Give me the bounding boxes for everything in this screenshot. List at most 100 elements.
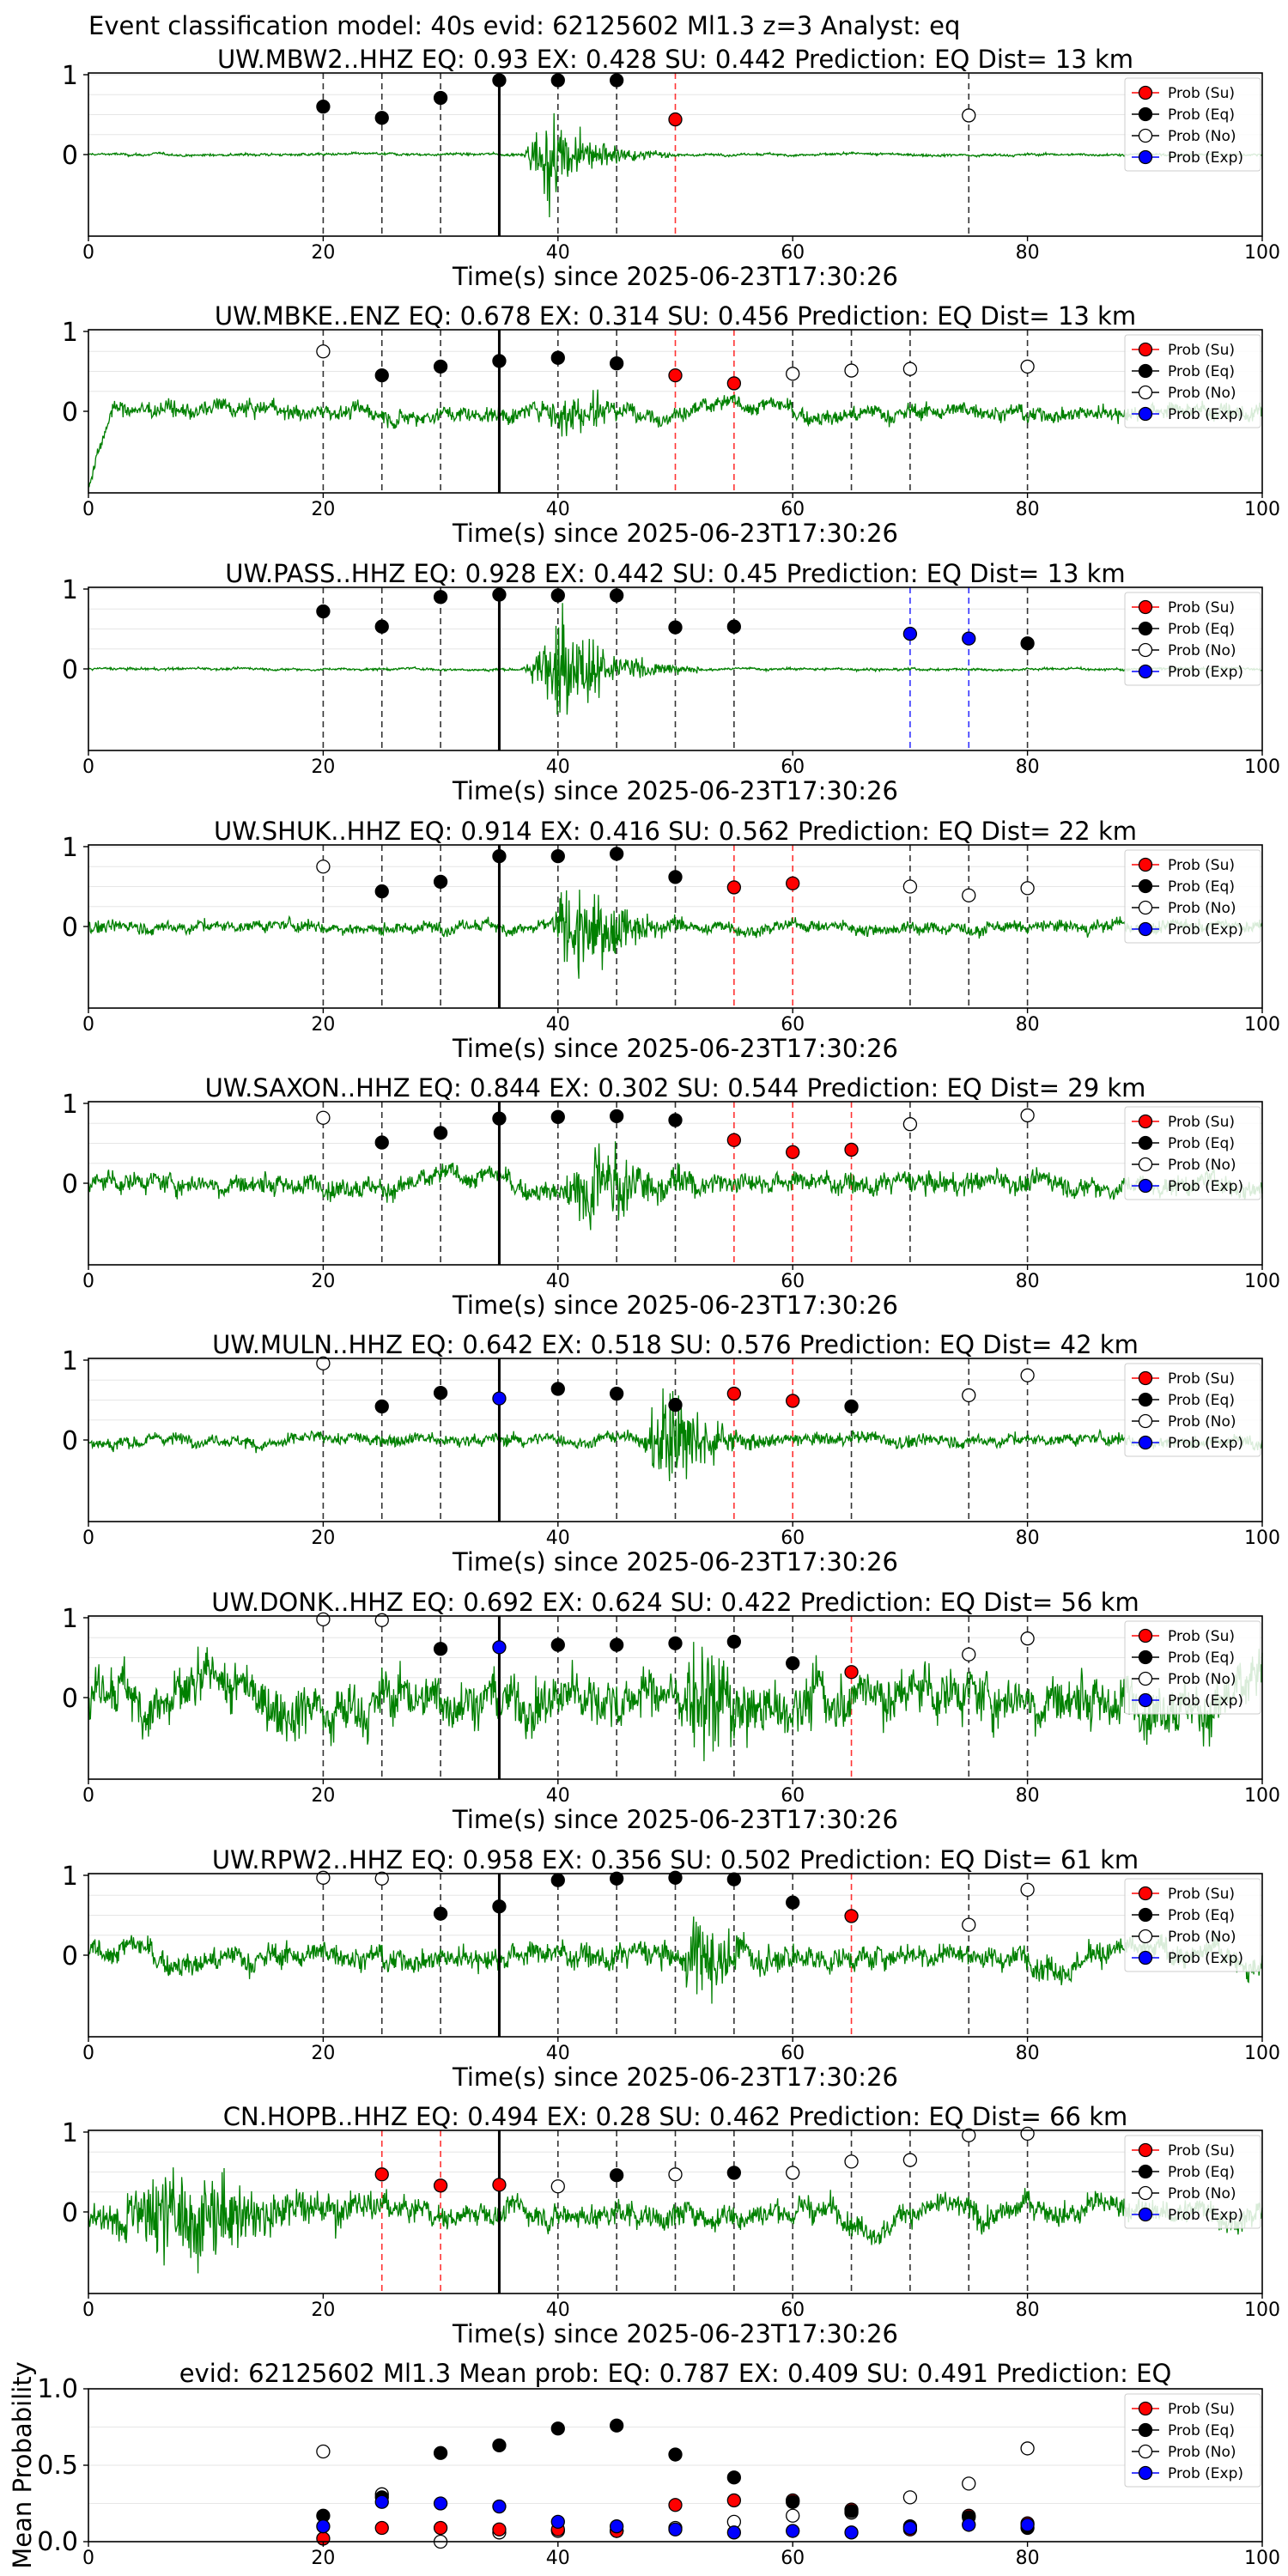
prob-point-su [844, 1665, 859, 1680]
prob-point-su [726, 1386, 741, 1401]
prob-point-no [844, 363, 859, 378]
legend-box [1124, 1620, 1261, 1715]
y-tick-label: 0 [62, 655, 78, 685]
prob-point-no [786, 367, 800, 381]
prob-point-eq [786, 1656, 800, 1671]
prob-point-eq [786, 1895, 800, 1910]
subplot-title: CN.HOPB..HHZ EQ: 0.494 EX: 0.28 SU: 0.46… [223, 2102, 1128, 2131]
prob-point-no [1020, 1368, 1035, 1382]
y-tick-label: 0 [62, 398, 78, 428]
prob-point-no [786, 2166, 800, 2180]
x-tick-label: 40 [546, 1014, 570, 1036]
x-tick-label: 60 [781, 2300, 805, 2321]
prob-point-eq [492, 1111, 507, 1126]
mean-prob-point-eq [786, 2494, 800, 2509]
prob-point-eq [610, 1637, 624, 1652]
legend-marker-su [1138, 1628, 1153, 1643]
prob-point-no [1020, 1882, 1035, 1897]
y-tick-label: 0.0 [37, 2527, 78, 2557]
mean-prob-point-su [668, 2498, 683, 2512]
x-tick-label: 40 [546, 2300, 570, 2321]
legend-label: Prob (Su) [1168, 2142, 1235, 2160]
legend-marker-exp [1138, 1435, 1153, 1450]
prob-point-eq [492, 1899, 507, 1914]
x-tick-label: 40 [546, 1271, 570, 1292]
legend-marker-no [1138, 900, 1153, 915]
prob-point-eq [374, 111, 389, 125]
x-tick-label: 80 [1016, 1528, 1040, 1549]
prob-point-eq [668, 870, 683, 884]
legend-marker-eq [1138, 363, 1153, 379]
x-tick-label: 80 [1016, 2043, 1040, 2064]
prob-point-eq [726, 619, 741, 634]
x-tick-label: 0 [82, 2043, 94, 2064]
x-axis-label: Time(s) since 2025-06-23T17:30:26 [452, 519, 898, 548]
x-tick-label: 20 [311, 1271, 335, 1292]
legend-marker-no [1138, 1671, 1153, 1686]
mean-prob-point-eq [433, 2445, 448, 2460]
legend-label: Prob (Eq) [1168, 1135, 1235, 1152]
subplot-1: UW.MBKE..ENZ EQ: 0.678 EX: 0.314 SU: 0.4… [62, 301, 1280, 548]
prob-point-su [726, 376, 741, 391]
mean-prob-point-su [374, 2520, 389, 2536]
legend-label: Prob (Eq) [1168, 878, 1235, 896]
mean-prob-point-exp [844, 2525, 859, 2540]
subplot-title: UW.DONK..HHZ EQ: 0.692 EX: 0.624 SU: 0.4… [211, 1588, 1139, 1617]
seismic-waveform [88, 112, 1263, 218]
y-tick-label: 1 [62, 575, 78, 605]
prob-point-eq [316, 604, 331, 619]
legend-label: Prob (Exp) [1168, 2465, 1243, 2482]
legend-marker-eq [1138, 1907, 1153, 1923]
x-tick-label: 100 [1244, 499, 1280, 520]
x-tick-label: 80 [1016, 756, 1040, 778]
prob-point-no [962, 1917, 976, 1932]
prob-point-no [1020, 359, 1035, 374]
prob-point-eq [668, 1870, 683, 1885]
prob-point-su [668, 368, 683, 383]
legend-marker-exp [1138, 921, 1153, 937]
x-tick-label: 0 [82, 2548, 94, 2569]
prob-point-eq [316, 100, 331, 114]
x-tick-label: 40 [546, 499, 570, 520]
prob-point-no [902, 879, 918, 894]
mean-prob-point-exp [550, 2514, 565, 2530]
legend-box [1124, 334, 1261, 428]
legend-marker-su [1138, 1886, 1153, 1901]
subplot-0: UW.MBW2..HHZ EQ: 0.93 EX: 0.428 SU: 0.44… [62, 45, 1280, 291]
mean-prob-point-no [902, 2490, 918, 2505]
legend-label: Prob (Su) [1168, 85, 1235, 102]
prob-point-eq [433, 90, 448, 106]
y-axis-label: Mean Probability [8, 2361, 37, 2569]
prob-point-su [786, 1145, 800, 1159]
legend-label: Prob (Su) [1168, 342, 1235, 359]
legend-label: Prob (Exp) [1168, 406, 1243, 423]
prob-point-eq [433, 590, 448, 605]
prob-point-eq [374, 884, 389, 899]
mean-panel-title: evid: 62125602 Ml1.3 Mean prob: EQ: 0.78… [179, 2359, 1172, 2388]
legend-label: Prob (No) [1168, 2185, 1236, 2202]
prob-point-su [726, 1133, 741, 1147]
seismic-waveform [88, 890, 1263, 979]
mean-prob-point-no [1020, 2441, 1035, 2456]
prob-point-eq [610, 356, 624, 371]
legend-label: Prob (Eq) [1168, 1907, 1235, 1924]
prob-point-eq [374, 368, 389, 383]
legend-marker-su [1138, 342, 1153, 357]
legend-label: Prob (Su) [1168, 1370, 1235, 1388]
prob-point-no [1020, 881, 1035, 896]
mean-prob-point-no [786, 2508, 800, 2523]
legend-marker-no [1138, 642, 1153, 658]
legend-label: Prob (Exp) [1168, 921, 1243, 939]
x-tick-label: 80 [1016, 2548, 1040, 2569]
y-tick-label: 0 [62, 1170, 78, 1200]
x-tick-label: 0 [82, 1785, 94, 1807]
legend-marker-exp [1138, 1178, 1153, 1194]
legend-label: Prob (Su) [1168, 1628, 1235, 1645]
subplot-title: UW.SHUK..HHZ EQ: 0.914 EX: 0.416 SU: 0.5… [214, 817, 1137, 846]
legend-marker-exp [1138, 1692, 1153, 1708]
prob-point-eq [610, 1109, 624, 1124]
prob-point-su [726, 880, 741, 895]
mean-prob-point-su [726, 2493, 741, 2508]
y-tick-label: 0.5 [37, 2451, 78, 2481]
legend-label: Prob (No) [1168, 2444, 1236, 2461]
